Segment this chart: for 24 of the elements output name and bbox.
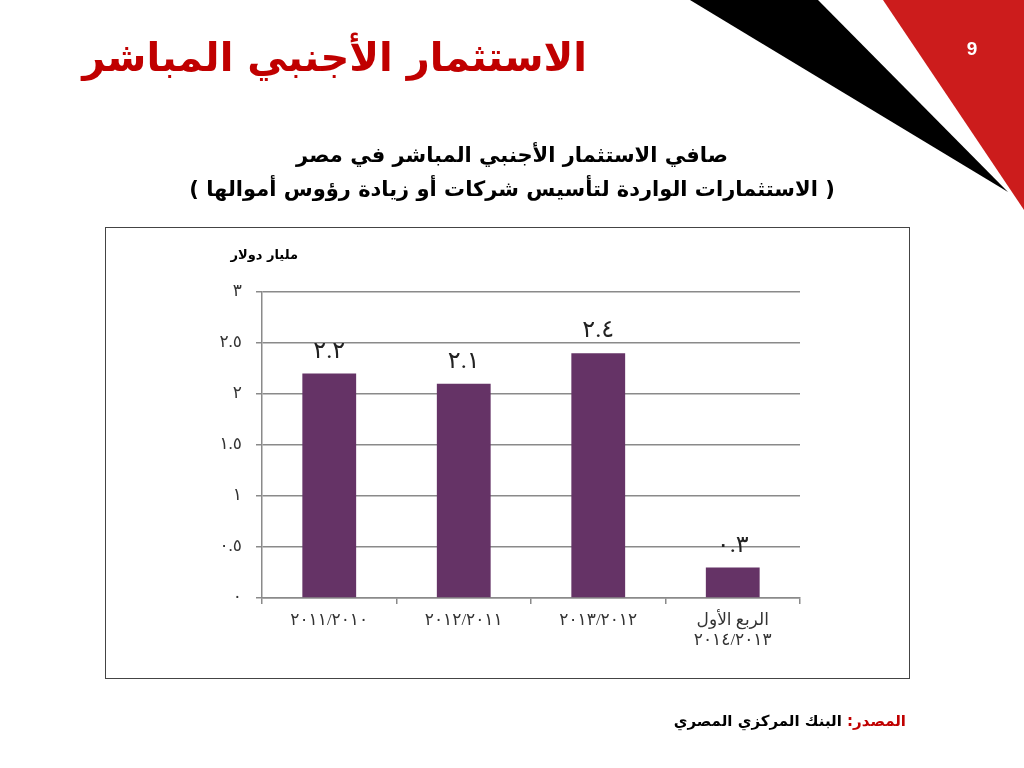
x-tick-label: ٢٠١١/٢٠١٠ [290,609,369,629]
bar [571,353,626,598]
data-label: ٢.١ [447,347,480,374]
data-label: ٢.٤ [582,316,615,343]
x-tick-label: الربع الأول ٢٠١٤/٢٠١٣ [693,608,772,650]
y-tick-label: ٠ [232,587,242,607]
y-tick-label: ١ [232,485,242,505]
text: 9 [965,38,979,60]
x-tick-label: ٢٠١٣/٢٠١٢ [559,609,638,629]
x-tick-label: ٢٠١٢/٢٠١١ [424,609,503,629]
text: المصدر: البنك المركزي المصري [673,712,906,730]
y-tick-label: ٢.٥ [219,332,242,352]
data-label: ٢.٢ [313,336,346,363]
data-label: ٠.٣ [716,530,749,557]
bar [705,567,760,598]
y-tick-label: ٠.٥ [219,536,242,556]
bar [302,373,357,598]
y-tick-label: ٢ [232,383,242,403]
chart-subtitle: صافي الاستثمار الأجنبي المباشر في مصر ( الاستثمارات الواردة لتأسيس شركات أو زيادة رؤوس أموالها ) [188,141,836,203]
y-tick-label: ١.٥ [219,434,242,454]
chart-title: الاستثمار الأجنبي المباشر [79,34,587,80]
bar [436,383,491,598]
y-axis-title: مليار دولار [229,247,298,263]
y-tick-label: ٣ [232,281,242,301]
